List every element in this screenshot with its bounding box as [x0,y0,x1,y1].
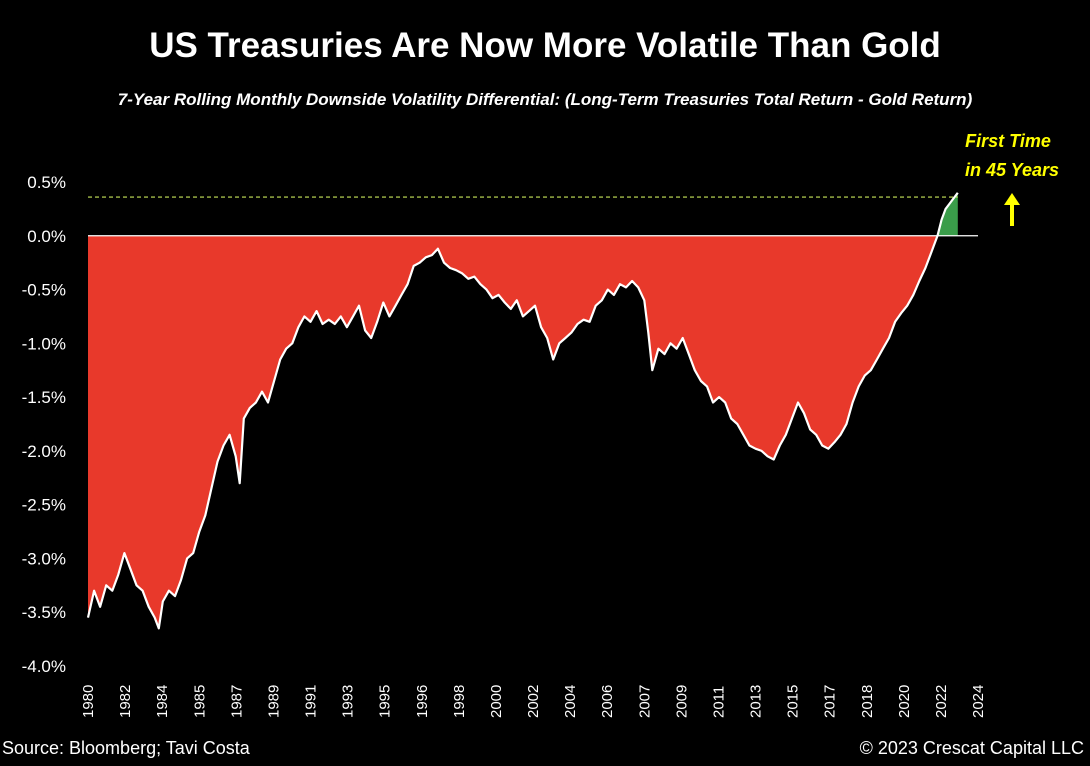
x-tick-label: 2004 [562,685,579,718]
chart-subtitle: 7-Year Rolling Monthly Downside Volatili… [117,90,973,109]
y-tick-label: -3.0% [22,549,66,568]
annotation: First Time in 45 Years [965,131,1059,226]
line-layer [86,192,978,630]
y-tick-label: 0.5% [27,173,66,192]
source-note: Source: Bloomberg; Tavi Costa [2,738,250,758]
y-tick-label: -3.5% [22,603,66,622]
y-tick-label: -0.5% [22,281,66,300]
annotation-line-1: First Time [965,131,1051,151]
y-tick-label: -4.0% [22,657,66,676]
x-tick-label: 2024 [970,685,987,718]
x-tick-label: 2006 [599,685,616,718]
arrow-head-icon [1004,193,1020,205]
x-tick-label: 2002 [525,685,542,718]
x-tick-label: 1998 [451,685,468,718]
x-tick-label: 1991 [303,685,320,718]
x-tick-label: 1984 [154,685,171,718]
x-tick-label: 1993 [340,685,357,718]
x-tick-label: 1989 [265,685,282,718]
x-tick-label: 2011 [710,686,727,718]
x-tick-label: 2009 [673,685,690,718]
copyright-note: © 2023 Crescat Capital LLC [859,738,1084,758]
x-tick-label: 2015 [785,685,802,718]
positive-area [937,192,958,236]
y-tick-label: -1.5% [22,388,66,407]
y-tick-label: 0.0% [27,227,66,246]
x-axis-ticks: 1980 1982 1984 1985 1987 1989 1991 1993 1995 1996… [80,685,987,718]
x-tick-label: 1985 [191,685,208,718]
x-tick-label: 1982 [117,685,134,718]
y-tick-label: -2.0% [22,442,66,461]
x-tick-label: 1995 [377,685,394,718]
x-tick-label: 2013 [748,685,765,718]
y-axis-ticks: 0.5% 0.0% -0.5% -1.0% -1.5% -2.0% -2.5% -3.0% -3… [22,173,66,676]
x-tick-label: 2000 [488,685,505,718]
x-tick-label: 1987 [228,685,245,718]
series-line [86,192,959,630]
area-layer [88,192,958,629]
annotation-line-2: in 45 Years [965,160,1059,180]
x-tick-label: 1996 [414,685,431,718]
x-tick-label: 2007 [636,685,653,718]
y-tick-label: -1.0% [22,334,66,353]
y-tick-label: -2.5% [22,496,66,515]
x-tick-label: 2022 [933,685,950,718]
x-tick-label: 2018 [859,685,876,718]
x-tick-label: 2017 [822,685,839,718]
chart-title: US Treasuries Are Now More Volatile Than… [149,26,941,65]
x-tick-label: 2020 [896,685,913,718]
x-tick-label: 1980 [80,685,97,718]
negative-area [88,235,938,629]
